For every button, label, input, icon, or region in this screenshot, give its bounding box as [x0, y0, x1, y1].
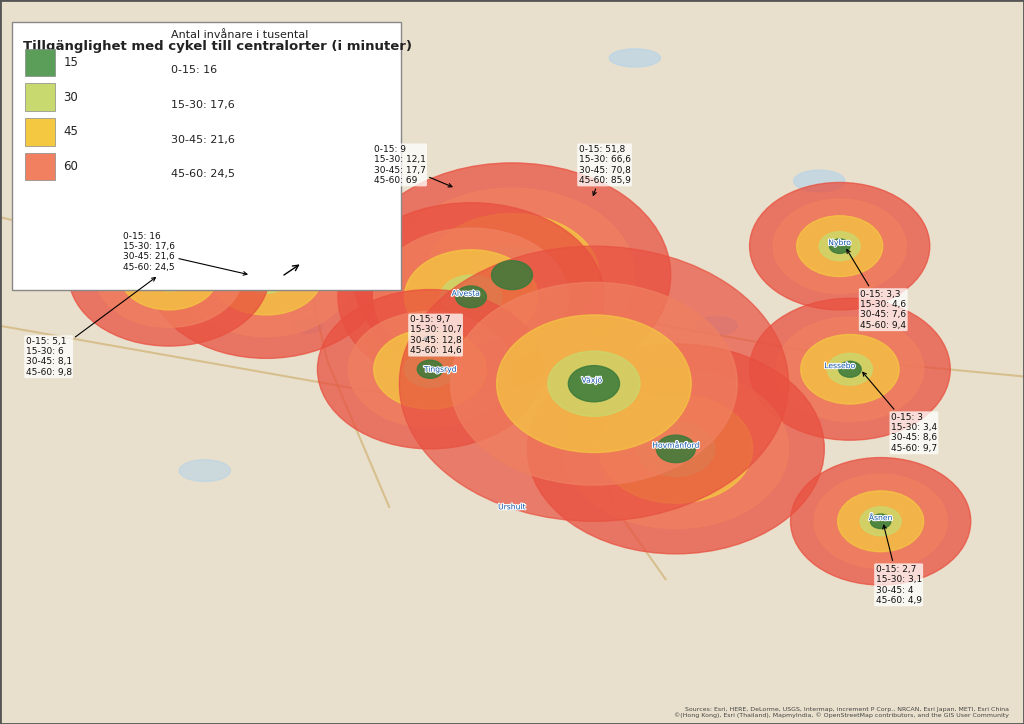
Text: Sources: Esri, HERE, DeLorme, USGS, Intermap, increment P Corp., NRCAN, Esri Jap: Sources: Esri, HERE, DeLorme, USGS, Inte… — [674, 707, 1009, 718]
Circle shape — [146, 259, 191, 291]
Circle shape — [158, 267, 180, 283]
Circle shape — [254, 266, 279, 285]
Bar — [25, 153, 55, 180]
Circle shape — [317, 290, 543, 449]
Circle shape — [404, 351, 456, 387]
Circle shape — [451, 282, 737, 485]
Text: Urshult: Urshult — [498, 502, 526, 511]
Circle shape — [148, 192, 384, 358]
Circle shape — [440, 275, 502, 319]
Ellipse shape — [696, 317, 737, 334]
Circle shape — [776, 317, 924, 421]
Circle shape — [456, 286, 486, 308]
Circle shape — [179, 214, 353, 337]
Circle shape — [829, 239, 850, 253]
Text: Hovmånford: Hovmånford — [652, 441, 699, 450]
Circle shape — [838, 491, 924, 552]
Circle shape — [773, 199, 906, 293]
Ellipse shape — [881, 498, 922, 515]
Ellipse shape — [609, 49, 660, 67]
FancyBboxPatch shape — [12, 22, 401, 290]
Text: Växjö: Växjö — [582, 376, 602, 384]
Text: Ljungby: Ljungby — [249, 265, 280, 274]
Circle shape — [637, 421, 715, 476]
Ellipse shape — [440, 351, 481, 373]
Text: 0-15: 16: 0-15: 16 — [171, 65, 217, 75]
Text: Lessebo: Lessebo — [824, 361, 855, 370]
Text: 0-15: 3,3
15-30: 4,6
30-45: 7,6
45-60: 9,4: 0-15: 3,3 15-30: 4,6 30-45: 7,6 45-60: 9… — [847, 250, 906, 330]
Text: 0-15: 9
15-30: 12,1
30-45: 17,7
45-60: 69: 0-15: 9 15-30: 12,1 30-45: 17,7 45-60: 6… — [374, 145, 452, 187]
Text: Åsnen: Åsnen — [868, 513, 893, 522]
Circle shape — [374, 228, 568, 366]
Circle shape — [548, 351, 640, 416]
Text: 15-30: 17,6: 15-30: 17,6 — [171, 100, 234, 110]
Circle shape — [418, 361, 442, 379]
Circle shape — [210, 235, 323, 315]
Ellipse shape — [113, 94, 195, 123]
Circle shape — [791, 458, 971, 585]
Circle shape — [563, 369, 788, 529]
Text: Markaryd: Markaryd — [151, 267, 187, 276]
Text: 0-15: 3
15-30: 3,4
30-45: 8,6
45-60: 9,7: 0-15: 3 15-30: 3,4 30-45: 8,6 45-60: 9,7 — [863, 372, 937, 453]
Circle shape — [860, 507, 901, 536]
Circle shape — [69, 204, 269, 346]
Circle shape — [497, 315, 691, 452]
Bar — [25, 49, 55, 76]
Circle shape — [750, 182, 930, 310]
Ellipse shape — [548, 391, 579, 405]
Text: Antal invånare i tusental: Antal invånare i tusental — [171, 30, 308, 40]
Circle shape — [95, 223, 243, 327]
Circle shape — [348, 311, 512, 427]
Circle shape — [404, 250, 538, 344]
Circle shape — [241, 257, 292, 293]
Circle shape — [338, 203, 604, 391]
Circle shape — [492, 261, 532, 290]
Ellipse shape — [328, 76, 389, 98]
Circle shape — [750, 298, 950, 440]
Circle shape — [425, 214, 599, 337]
Circle shape — [819, 232, 860, 261]
Text: 30: 30 — [63, 90, 78, 104]
Text: Tingsryd: Tingsryd — [424, 365, 457, 374]
Circle shape — [120, 240, 218, 310]
Text: 0-15: 2,7
15-30: 3,1
30-45: 4
45-60: 4,9: 0-15: 2,7 15-30: 3,1 30-45: 4 45-60: 4,9 — [876, 525, 922, 605]
Text: 0-15: 16
15-30: 17,6
30-45: 21,6
45-60: 24,5: 0-15: 16 15-30: 17,6 30-45: 21,6 45-60: … — [123, 232, 247, 275]
Text: Alvesta: Alvesta — [452, 289, 480, 298]
Circle shape — [374, 329, 486, 409]
Circle shape — [801, 334, 899, 404]
Text: 0-15: 9,7
15-30: 10,7
30-45: 12,8
45-60: 14,6: 0-15: 9,7 15-30: 10,7 30-45: 12,8 45-60:… — [410, 315, 462, 355]
Circle shape — [870, 514, 891, 529]
Text: 45: 45 — [63, 125, 79, 138]
Ellipse shape — [794, 170, 845, 192]
Circle shape — [599, 395, 753, 503]
Text: 0-15: 51,8
15-30: 66,6
30-45: 70,8
45-60: 85,9: 0-15: 51,8 15-30: 66,6 30-45: 70,8 45-60… — [579, 145, 631, 195]
Text: 15: 15 — [63, 56, 79, 69]
Circle shape — [353, 163, 671, 387]
Text: 45-60: 24,5: 45-60: 24,5 — [171, 169, 236, 180]
Ellipse shape — [292, 319, 323, 333]
Circle shape — [839, 361, 861, 377]
Circle shape — [827, 353, 872, 385]
Ellipse shape — [179, 460, 230, 481]
Circle shape — [656, 435, 695, 463]
Circle shape — [797, 216, 883, 277]
Text: 30-45: 21,6: 30-45: 21,6 — [171, 135, 234, 145]
Circle shape — [399, 246, 788, 521]
Text: Nybro: Nybro — [828, 238, 851, 247]
Text: 0-15: 5,1
15-30: 6
30-45: 8,1
45-60: 9,8: 0-15: 5,1 15-30: 6 30-45: 8,1 45-60: 9,8 — [26, 277, 156, 377]
Text: Tillgänglighet med cykel till centralorter (i minuter): Tillgänglighet med cykel till centralort… — [23, 40, 412, 53]
Circle shape — [527, 344, 824, 554]
Circle shape — [471, 246, 553, 304]
Circle shape — [814, 474, 947, 568]
Text: 60: 60 — [63, 160, 79, 173]
Bar — [25, 83, 55, 111]
Circle shape — [389, 188, 635, 362]
Bar — [25, 118, 55, 146]
Circle shape — [568, 366, 620, 402]
